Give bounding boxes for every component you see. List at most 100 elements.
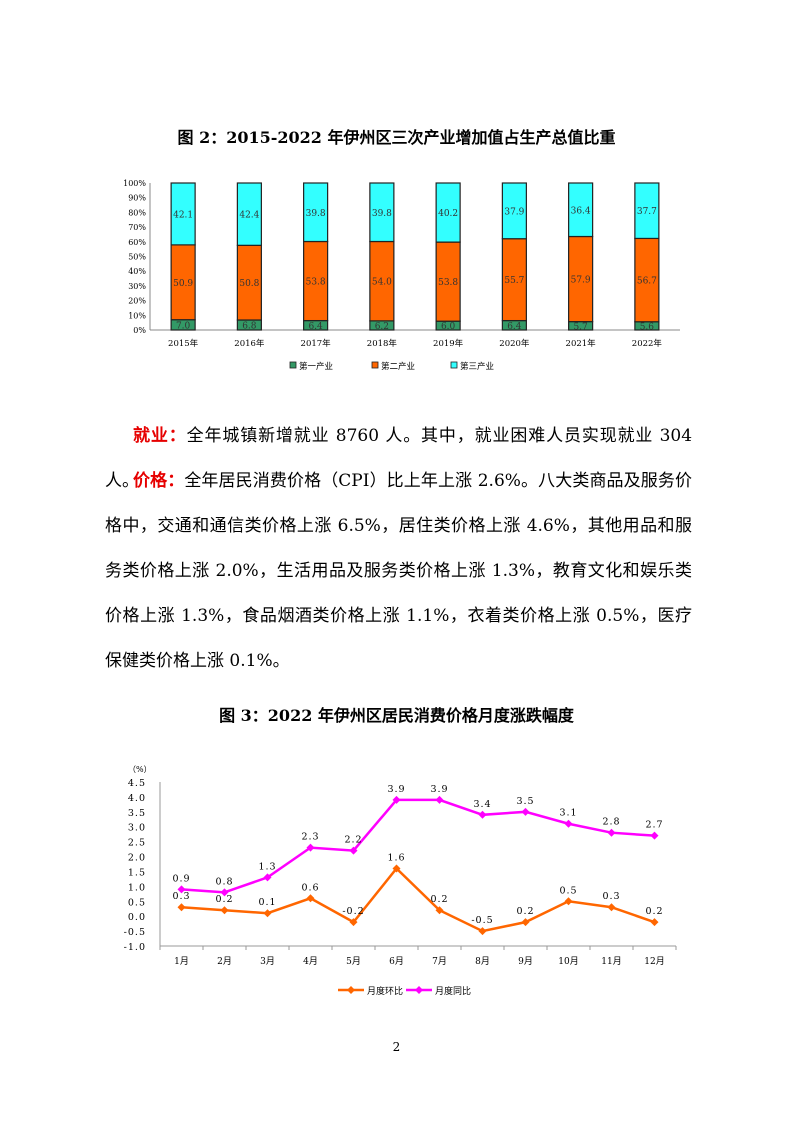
x-tick-label: 2021年 bbox=[566, 338, 597, 349]
data-point-marker bbox=[435, 795, 444, 804]
legend-label: 第一产业 bbox=[299, 361, 333, 372]
y-tick-label: 4.0 bbox=[128, 793, 146, 804]
series-line-2 bbox=[181, 798, 655, 894]
y-tick-label: 30% bbox=[128, 282, 146, 291]
data-label: 0.6 bbox=[301, 882, 319, 893]
bar-segment-2 bbox=[303, 240, 329, 322]
legend-swatch bbox=[450, 361, 458, 369]
legend-marker bbox=[415, 986, 423, 994]
y-tick-label: -1.0 bbox=[124, 942, 146, 953]
bar-data-label: 53.8 bbox=[306, 278, 326, 288]
legend-label: 第三产业 bbox=[460, 361, 494, 372]
data-label: 2.8 bbox=[602, 817, 620, 828]
legend-label: 月度环比 bbox=[367, 985, 403, 997]
data-label: 0.2 bbox=[645, 906, 663, 917]
y-tick-label: 100% bbox=[123, 179, 146, 188]
data-label: 0.3 bbox=[602, 891, 620, 902]
x-tick-label: 9月 bbox=[518, 956, 533, 967]
bar-segment-3 bbox=[568, 182, 594, 238]
prices-label: 价格： bbox=[133, 471, 185, 491]
bar-segment-3 bbox=[369, 182, 395, 243]
bar-segment-3 bbox=[236, 182, 262, 246]
data-label: 2.7 bbox=[645, 820, 663, 831]
data-point-marker bbox=[607, 903, 616, 912]
x-tick-label: 11月 bbox=[601, 956, 621, 967]
bar-data-label: 6.4 bbox=[308, 322, 323, 332]
bar-segment-3 bbox=[435, 182, 461, 243]
y-tick-label: 0% bbox=[133, 326, 146, 335]
data-point-marker bbox=[306, 843, 315, 852]
bar-segment-2 bbox=[568, 235, 594, 323]
x-tick-label: 2022年 bbox=[632, 338, 663, 349]
prices-paragraph: 价格：全年居民消费价格（CPI）比上年上涨 2.6%。八大类商品及服务价格中，交… bbox=[105, 459, 692, 684]
bar-segment-3 bbox=[634, 182, 660, 240]
figure2-stacked-bar-chart: 0% 10% 20% 30% 40% 50% 60% 70% 80% 90% 100% 7.0 50.9… bbox=[123, 179, 680, 372]
bar-data-label: 5.7 bbox=[573, 322, 588, 332]
x-tick-label: 6月 bbox=[389, 956, 404, 967]
unit-label: （%） bbox=[128, 765, 152, 774]
data-label: 0.2 bbox=[516, 906, 534, 917]
data-label: 0.1 bbox=[258, 897, 276, 908]
y-tick-label: 50% bbox=[128, 253, 146, 262]
data-label: 3.9 bbox=[430, 784, 448, 795]
x-tick-label: 1月 bbox=[174, 956, 189, 967]
data-label: 0.2 bbox=[215, 894, 233, 905]
data-label: -0.5 bbox=[471, 915, 493, 926]
data-point-marker bbox=[478, 810, 487, 819]
y-tick-label: 1.5 bbox=[128, 867, 146, 878]
bar-data-label: 53.8 bbox=[438, 278, 458, 288]
employment-text: 全年城镇新增就业 8760 人。其中，就业困难人员实现就业 304 人。 bbox=[105, 426, 693, 491]
x-tick-label: 4月 bbox=[303, 956, 318, 967]
data-point-marker bbox=[650, 831, 659, 840]
data-point-marker bbox=[177, 903, 186, 912]
y-tick-label: 0.0 bbox=[128, 912, 146, 923]
y-tick-label: 4.5 bbox=[128, 778, 146, 789]
bar-data-label: 39.8 bbox=[372, 209, 392, 219]
figure2-title: 图 2：2015-2022 年伊州区三次产业增加值占生产总值比重 bbox=[177, 128, 616, 147]
bar-data-label: 6.2 bbox=[375, 322, 389, 332]
y-tick-label: 70% bbox=[128, 223, 146, 232]
data-label: 3.5 bbox=[516, 796, 534, 807]
bar-data-label: 50.9 bbox=[173, 279, 193, 289]
bar-segment-2 bbox=[369, 240, 395, 322]
x-tick-label: 2015年 bbox=[168, 338, 199, 349]
data-label: 0.2 bbox=[430, 894, 448, 905]
y-tick-label: -0.5 bbox=[124, 927, 146, 938]
employment-label: 就业： bbox=[133, 426, 187, 446]
data-point-marker bbox=[263, 909, 272, 918]
x-tick-label: 3月 bbox=[260, 956, 275, 967]
data-label: 2.2 bbox=[344, 835, 362, 846]
bar-data-label: 57.9 bbox=[571, 276, 591, 286]
bar-segment-3 bbox=[501, 182, 527, 240]
data-label: 3.9 bbox=[387, 784, 405, 795]
y-tick-label: 80% bbox=[128, 208, 146, 217]
figure3-title: 图 3：2022 年伊州区居民消费价格月度涨跌幅度 bbox=[219, 706, 574, 725]
data-point-marker bbox=[521, 918, 530, 927]
bar-segment-2 bbox=[435, 241, 461, 322]
data-point-marker bbox=[349, 918, 358, 927]
bar-data-label: 42.1 bbox=[173, 210, 193, 220]
bar-segment-2 bbox=[170, 244, 196, 321]
bar-data-label: 39.8 bbox=[306, 209, 326, 219]
bar-data-label: 40.2 bbox=[438, 209, 458, 219]
data-point-marker bbox=[263, 873, 272, 882]
bar-data-label: 55.7 bbox=[504, 276, 524, 286]
x-tick-label: 2020年 bbox=[499, 338, 530, 349]
data-point-marker bbox=[435, 906, 444, 915]
legend-swatch bbox=[371, 361, 379, 369]
data-point-marker bbox=[306, 894, 315, 903]
x-tick-label: 10月 bbox=[558, 956, 578, 967]
data-point-marker bbox=[392, 864, 401, 873]
x-tick-label: 2019年 bbox=[433, 338, 464, 349]
x-tick-label: 2月 bbox=[217, 956, 232, 967]
bar-data-label: 6.0 bbox=[441, 322, 456, 332]
x-tick-label: 7月 bbox=[432, 956, 447, 967]
y-tick-label: 0.5 bbox=[128, 897, 146, 908]
legend-label: 第二产业 bbox=[381, 361, 415, 372]
x-tick-label: 5月 bbox=[346, 956, 361, 967]
page-number: 2 bbox=[392, 1040, 401, 1054]
y-tick-label: 40% bbox=[128, 267, 146, 276]
figure3-line-chart: （%） -1.0 -0.5 0.0 0.5 1.0 1.5 2.0 2.5 3.0 3.5 4.0 4.… bbox=[124, 765, 677, 997]
data-label: 0.8 bbox=[215, 876, 233, 887]
